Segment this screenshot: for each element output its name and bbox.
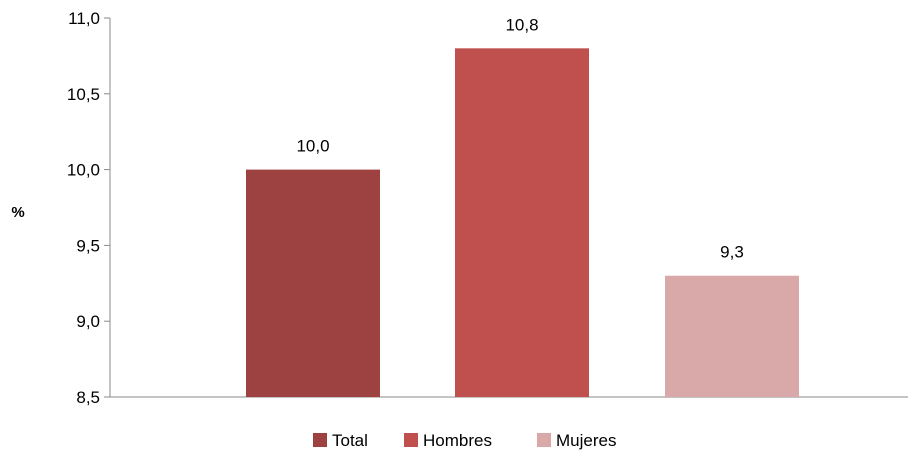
bars — [246, 48, 799, 397]
y-axis-label: % — [11, 204, 24, 221]
legend-swatch-hombres — [404, 433, 418, 447]
legend-label-hombres: Hombres — [423, 431, 492, 450]
data-label-total: 10,0 — [296, 137, 329, 156]
bar-mujeres — [665, 276, 799, 397]
y-tick-label: 11,0 — [68, 9, 100, 28]
y-tick-label: 10,5 — [67, 85, 100, 104]
y-tick-label: 9,0 — [76, 312, 100, 331]
legend-swatch-mujeres — [537, 433, 551, 447]
y-tick-label: 10,0 — [67, 161, 100, 180]
legend: Total Hombres Mujeres — [313, 431, 616, 450]
legend-label-total: Total — [332, 431, 368, 450]
y-tick-label: 9,5 — [76, 236, 100, 255]
bar-total — [246, 170, 380, 397]
legend-swatch-total — [313, 433, 327, 447]
data-label-mujeres: 9,3 — [720, 243, 744, 262]
legend-label-mujeres: Mujeres — [556, 431, 616, 450]
bar-hombres — [455, 48, 589, 397]
data-label-hombres: 10,8 — [505, 15, 538, 34]
y-tick-label: 8,5 — [76, 388, 100, 407]
